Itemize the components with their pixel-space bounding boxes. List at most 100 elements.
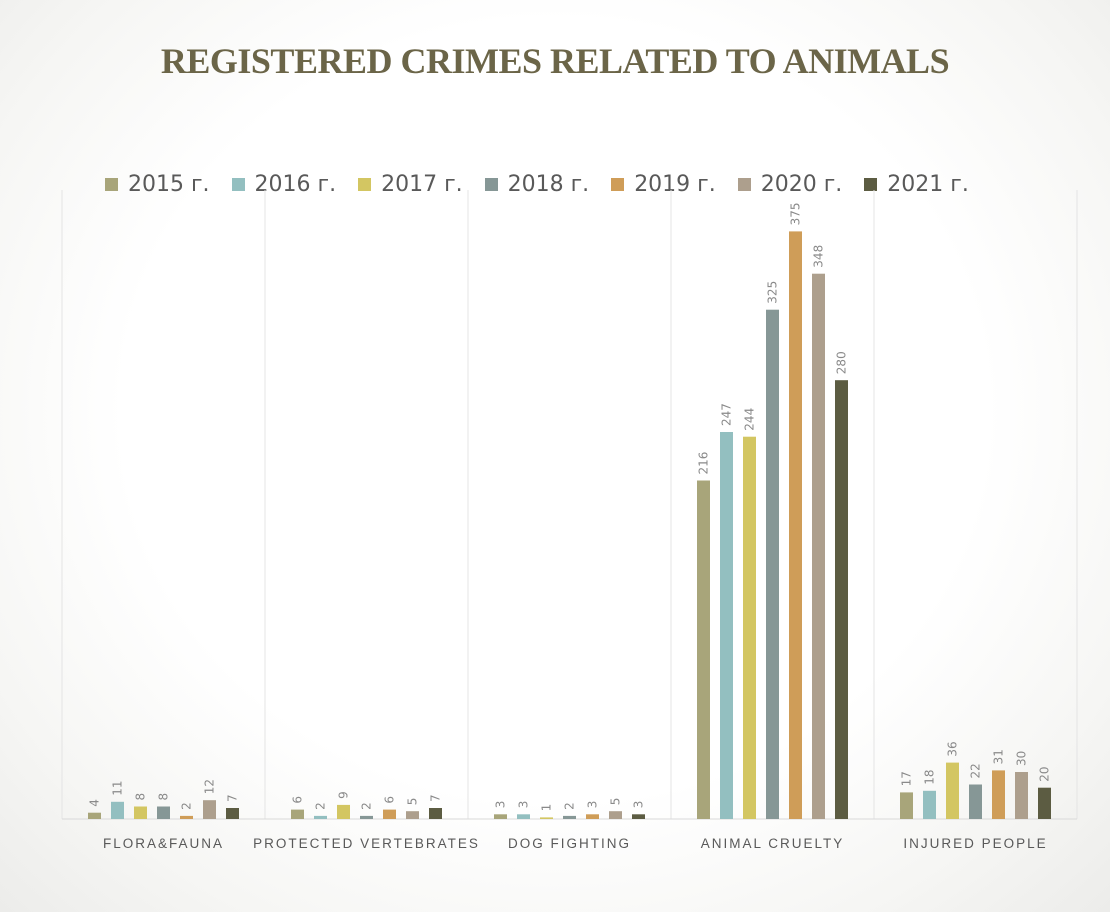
data-label: 325 bbox=[766, 281, 780, 304]
legend-label: 2015 г. bbox=[128, 171, 210, 197]
chart-title: REGISTERED CRIMES RELATED TO ANIMALS bbox=[160, 41, 950, 81]
bar bbox=[88, 812, 101, 819]
bar bbox=[180, 815, 193, 819]
data-label: 4 bbox=[88, 799, 102, 807]
data-label: 244 bbox=[743, 408, 757, 431]
data-label: 22 bbox=[969, 763, 983, 778]
legend-swatch bbox=[611, 177, 625, 191]
legend-swatch bbox=[105, 177, 118, 191]
data-label: 18 bbox=[923, 770, 937, 785]
bar bbox=[494, 814, 507, 819]
legend-swatch bbox=[737, 177, 751, 191]
data-label: 9 bbox=[337, 791, 351, 799]
data-label: 280 bbox=[835, 351, 849, 374]
bar bbox=[1038, 787, 1051, 819]
bar bbox=[609, 811, 622, 819]
data-label: 20 bbox=[1038, 766, 1052, 781]
legend-swatch bbox=[231, 177, 245, 191]
bar bbox=[697, 480, 710, 819]
legend-entry-3: 2018 г. bbox=[484, 171, 590, 197]
data-label: 2 bbox=[314, 802, 328, 810]
data-label: 7 bbox=[226, 794, 240, 802]
bar bbox=[743, 436, 756, 819]
data-label: 2 bbox=[180, 802, 194, 810]
data-label: 348 bbox=[812, 245, 826, 268]
bar bbox=[812, 273, 825, 819]
bar bbox=[383, 809, 396, 819]
data-label: 216 bbox=[697, 452, 711, 475]
bar bbox=[314, 815, 327, 819]
data-label: 5 bbox=[609, 798, 623, 806]
legend-swatch bbox=[484, 177, 498, 191]
bar bbox=[517, 814, 530, 819]
legend-label: 2021 г. bbox=[887, 171, 969, 197]
data-label: 2 bbox=[563, 802, 577, 810]
legend-entry-4: 2019 г. bbox=[611, 172, 716, 197]
legend: 2015 г. 2016 г. 2017 г. 2018 г. 2019 г. 2020 … bbox=[105, 167, 991, 201]
category-label: FLORA&FAUNA bbox=[102, 836, 225, 851]
data-label: 6 bbox=[291, 796, 305, 804]
bar bbox=[1015, 772, 1028, 819]
legend-entry-0: 2015 г. bbox=[105, 172, 210, 197]
data-label: 31 bbox=[992, 749, 1006, 764]
category-label: ANIMAL CRUELTY bbox=[700, 836, 845, 851]
bar bbox=[337, 804, 350, 819]
data-label: 375 bbox=[789, 202, 803, 225]
bar bbox=[203, 800, 216, 819]
data-label: 17 bbox=[900, 771, 914, 786]
legend-entry-6: 2021 г. bbox=[864, 172, 969, 197]
data-label: 30 bbox=[1015, 751, 1029, 766]
bar bbox=[766, 309, 779, 819]
category-label: INJURED PEOPLE bbox=[903, 836, 1048, 851]
bar bbox=[540, 817, 553, 819]
bar bbox=[157, 806, 170, 819]
data-label: 3 bbox=[586, 801, 600, 809]
bar bbox=[835, 380, 848, 819]
bar bbox=[563, 815, 576, 819]
legend-entry-5: 2020 г. bbox=[737, 171, 843, 197]
legend-label: 2018 г. bbox=[507, 171, 590, 197]
category-label: DOG FIGHTING bbox=[508, 836, 631, 851]
data-label: 36 bbox=[946, 741, 960, 756]
data-label: 7 bbox=[429, 794, 443, 802]
data-label: 12 bbox=[203, 779, 217, 794]
data-label: 8 bbox=[134, 793, 148, 801]
bar bbox=[134, 806, 147, 819]
data-label: 11 bbox=[111, 781, 125, 796]
bar bbox=[789, 231, 802, 819]
legend-entry-1: 2016 г. bbox=[231, 171, 337, 197]
legend-swatch bbox=[864, 177, 878, 191]
bar bbox=[720, 432, 733, 819]
bar bbox=[586, 814, 599, 819]
legend-entry-2: 2017 г. bbox=[358, 172, 463, 197]
legend-label: 2016 г. bbox=[254, 171, 337, 197]
bar bbox=[632, 814, 645, 819]
bar bbox=[923, 790, 936, 819]
bar bbox=[969, 784, 982, 819]
legend-swatch bbox=[358, 177, 372, 191]
bar bbox=[406, 811, 419, 819]
data-label: 247 bbox=[720, 403, 734, 426]
data-label: 5 bbox=[406, 798, 420, 806]
bar bbox=[429, 808, 442, 819]
bar bbox=[111, 801, 124, 819]
legend-label: 2019 г. bbox=[634, 171, 716, 197]
bar bbox=[291, 809, 304, 819]
data-label: 2 bbox=[360, 802, 374, 810]
data-label: 6 bbox=[383, 796, 397, 804]
legend-label: 2017 г. bbox=[381, 171, 463, 197]
data-label: 3 bbox=[632, 801, 646, 809]
bar bbox=[946, 762, 959, 819]
bar bbox=[226, 808, 239, 819]
bar bbox=[360, 815, 373, 819]
bar bbox=[900, 792, 913, 819]
category-label: PROTECTED VERTEBRATES bbox=[253, 836, 480, 851]
legend-label: 2020 г. bbox=[760, 171, 843, 197]
data-label: 3 bbox=[517, 801, 531, 809]
data-label: 8 bbox=[157, 793, 171, 801]
data-label: 1 bbox=[540, 804, 554, 812]
data-label: 3 bbox=[494, 801, 508, 809]
bar bbox=[992, 770, 1005, 819]
